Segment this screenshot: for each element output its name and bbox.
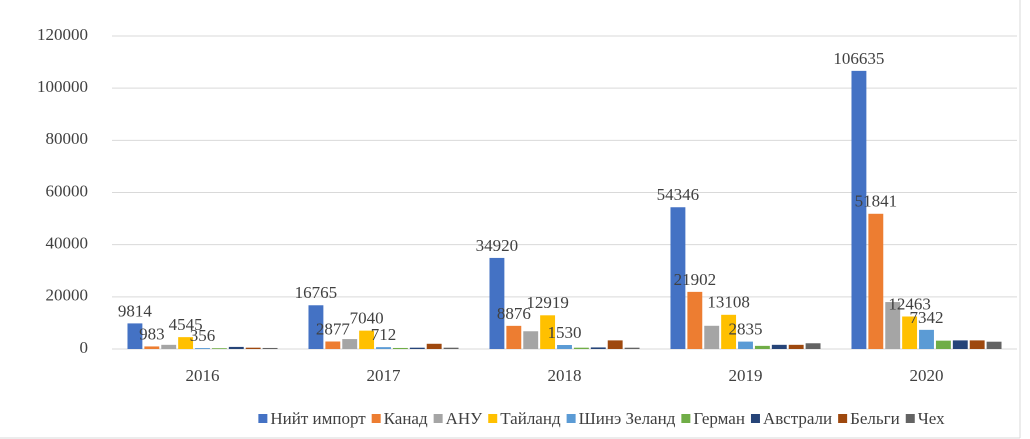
y-tick-label: 40000 xyxy=(46,234,89,253)
bar xyxy=(721,314,737,349)
bar xyxy=(359,330,375,349)
data-label: 983 xyxy=(139,324,165,343)
bar xyxy=(986,341,1002,349)
bar xyxy=(851,70,867,349)
data-label: 54346 xyxy=(657,185,700,204)
data-label: 12463 xyxy=(888,294,931,313)
legend-label: Тайланд xyxy=(500,409,561,428)
bar xyxy=(754,345,770,349)
bar xyxy=(935,340,951,349)
bar xyxy=(262,347,278,349)
legend-label: Канад xyxy=(384,409,428,428)
data-label: 1530 xyxy=(548,323,582,342)
data-label: 51841 xyxy=(855,192,898,211)
x-tick-label: 2017 xyxy=(367,366,402,385)
bar xyxy=(342,339,358,349)
legend-swatch xyxy=(838,414,848,423)
bar xyxy=(624,347,640,349)
data-label: 21902 xyxy=(674,270,717,289)
bar xyxy=(245,347,261,349)
legend-label: Герман xyxy=(693,409,745,428)
bar xyxy=(670,207,686,349)
legend-swatch xyxy=(750,414,760,423)
y-tick-label: 0 xyxy=(80,338,89,357)
y-tick-label: 20000 xyxy=(46,286,89,305)
legend-label: Бельги xyxy=(850,409,900,428)
bar xyxy=(144,346,160,349)
data-label: 7342 xyxy=(910,308,944,327)
bar xyxy=(919,329,934,349)
data-label: 12919 xyxy=(526,293,569,312)
legend-label: АНУ xyxy=(446,409,484,428)
data-label: 13108 xyxy=(707,293,750,312)
x-tick-label: 2020 xyxy=(910,366,944,385)
data-label: 7040 xyxy=(350,309,384,328)
bar xyxy=(557,345,572,349)
bar xyxy=(573,347,589,349)
bar xyxy=(443,347,459,349)
legend-label: Чех xyxy=(918,409,945,428)
bar xyxy=(885,302,901,349)
legend-swatch xyxy=(371,414,381,423)
legend-swatch xyxy=(566,414,576,423)
data-label: 2877 xyxy=(316,319,351,338)
bar xyxy=(178,337,194,349)
bar xyxy=(771,344,787,349)
data-label: 4545 xyxy=(169,315,203,334)
bar xyxy=(325,341,341,349)
bar xyxy=(590,347,606,349)
legend-swatch xyxy=(488,414,498,423)
bar xyxy=(489,257,505,349)
bar xyxy=(868,213,884,349)
bar xyxy=(788,344,804,349)
legend-swatch xyxy=(433,414,443,423)
y-tick-label: 100000 xyxy=(37,77,88,96)
y-tick-label: 80000 xyxy=(46,129,89,148)
bar xyxy=(704,325,720,349)
bar xyxy=(127,323,143,349)
bar xyxy=(607,340,623,349)
bar xyxy=(228,346,244,349)
bar xyxy=(952,340,968,349)
bar xyxy=(392,347,408,349)
bar xyxy=(376,347,391,349)
bar xyxy=(523,331,539,349)
y-tick-label: 60000 xyxy=(46,181,89,200)
x-tick-label: 2019 xyxy=(729,366,763,385)
bar xyxy=(426,343,442,349)
legend-swatch xyxy=(258,414,268,423)
x-tick-label: 2018 xyxy=(548,366,582,385)
legend-swatch xyxy=(681,414,691,423)
legend-label: Шинэ Зеланд xyxy=(579,409,676,428)
data-label: 8876 xyxy=(497,304,531,323)
bar xyxy=(805,343,821,349)
bar xyxy=(308,305,324,349)
bar xyxy=(409,347,425,349)
data-label: 2835 xyxy=(729,320,763,339)
y-tick-label: 120000 xyxy=(37,25,88,44)
x-tick-label: 2016 xyxy=(186,366,220,385)
bar xyxy=(902,316,918,349)
bar xyxy=(969,340,985,349)
data-label: 356 xyxy=(190,326,216,345)
bar xyxy=(506,325,522,349)
data-label: 34920 xyxy=(476,236,519,255)
data-label: 9814 xyxy=(118,301,153,320)
bar xyxy=(540,315,556,349)
bar xyxy=(687,291,703,349)
bar xyxy=(211,348,227,349)
bar xyxy=(161,344,177,349)
data-label: 712 xyxy=(371,325,397,344)
legend-swatch xyxy=(905,414,915,423)
bar xyxy=(738,341,753,349)
legend-label: Австрали xyxy=(763,409,832,428)
bar xyxy=(195,348,210,349)
data-label: 16765 xyxy=(295,283,338,302)
legend-label: Нийт импорт xyxy=(270,409,366,428)
data-label: 106635 xyxy=(833,49,884,68)
